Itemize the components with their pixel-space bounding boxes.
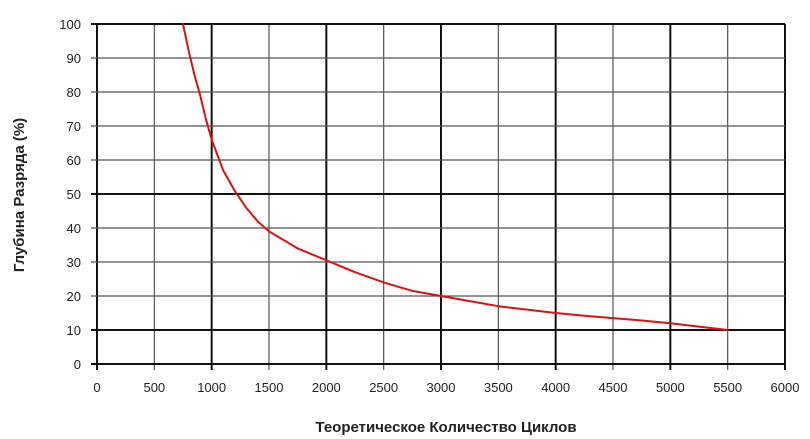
- y-tick-label: 20: [67, 289, 81, 304]
- y-axis-label: Глубина Разряда (%): [11, 118, 28, 272]
- x-tick-label: 1000: [197, 380, 226, 395]
- y-tick-label: 50: [67, 187, 81, 202]
- x-axis-ticks: 0 500 1000 1500 2000 2500 3000 3500 4000 4500 5000…: [93, 380, 799, 395]
- y-tick-label: 60: [67, 153, 81, 168]
- x-tick-label: 500: [143, 380, 165, 395]
- series-layer: [182, 23, 729, 331]
- x-tick-label: 4500: [599, 380, 628, 395]
- x-tick-label: 6000: [771, 380, 800, 395]
- x-tick-label: 3500: [484, 380, 513, 395]
- y-tick-label: 90: [67, 51, 81, 66]
- x-axis-label: Теоретическое Количество Циклов: [315, 419, 576, 436]
- x-tick-label: 3000: [427, 380, 456, 395]
- y-tick-label: 80: [67, 85, 81, 100]
- x-tick-label: 0: [93, 380, 100, 395]
- y-axis-ticks: 0 10 20 30 40 50 60 70 80 90 100: [59, 17, 81, 372]
- x-tick-label: 2000: [312, 380, 341, 395]
- y-tick-label: 0: [74, 357, 81, 372]
- y-tick-label: 100: [59, 17, 81, 32]
- y-tick-label: 70: [67, 119, 81, 134]
- x-tick-label: 1500: [255, 380, 284, 395]
- y-tick-label: 30: [67, 255, 81, 270]
- x-tick-label: 5000: [656, 380, 685, 395]
- y-tick-label: 40: [67, 221, 81, 236]
- y-tick-label: 10: [67, 323, 81, 338]
- grid: [91, 23, 786, 370]
- x-tick-label: 5500: [713, 380, 742, 395]
- series-line: [182, 23, 729, 331]
- x-tick-label: 2500: [369, 380, 398, 395]
- x-tick-label: 4000: [541, 380, 570, 395]
